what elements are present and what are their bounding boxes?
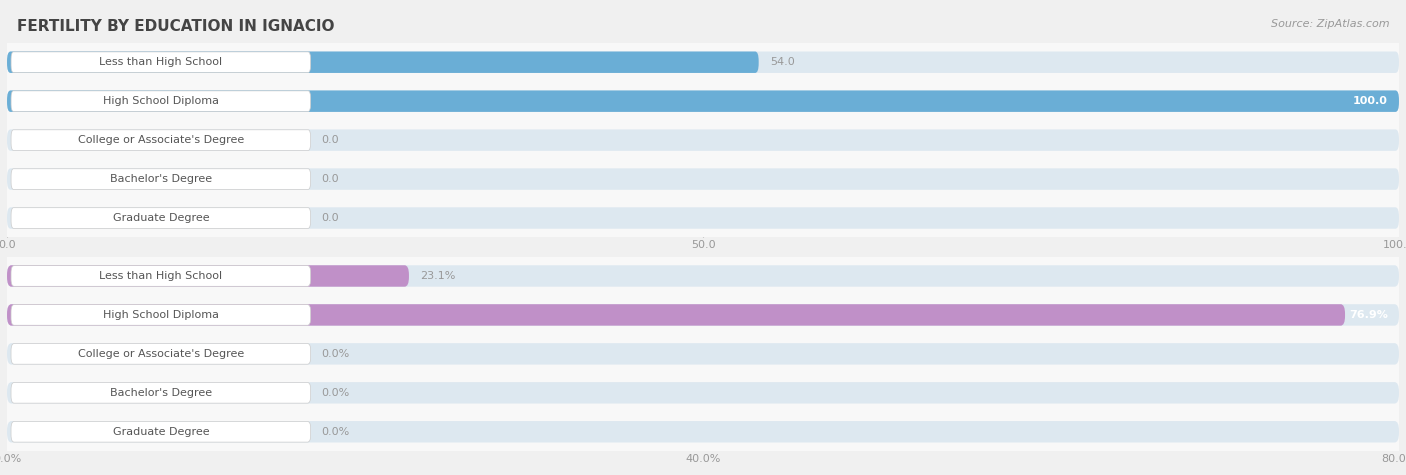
FancyBboxPatch shape [11,421,311,442]
Text: Bachelor's Degree: Bachelor's Degree [110,174,212,184]
FancyBboxPatch shape [7,304,1346,326]
FancyBboxPatch shape [7,304,1399,326]
FancyBboxPatch shape [7,90,1399,112]
FancyBboxPatch shape [11,266,311,286]
FancyBboxPatch shape [7,129,1399,151]
Text: College or Associate's Degree: College or Associate's Degree [77,135,245,145]
Text: 0.0%: 0.0% [322,388,350,398]
Text: Less than High School: Less than High School [100,57,222,67]
Text: Graduate Degree: Graduate Degree [112,427,209,437]
FancyBboxPatch shape [7,265,409,287]
FancyBboxPatch shape [7,373,1399,412]
FancyBboxPatch shape [7,43,1399,82]
Text: 0.0%: 0.0% [322,427,350,437]
Text: Graduate Degree: Graduate Degree [112,213,209,223]
FancyBboxPatch shape [11,169,311,190]
FancyBboxPatch shape [7,265,1399,287]
Text: Source: ZipAtlas.com: Source: ZipAtlas.com [1271,19,1389,29]
FancyBboxPatch shape [7,207,1399,229]
FancyBboxPatch shape [7,334,1399,373]
FancyBboxPatch shape [11,304,311,325]
FancyBboxPatch shape [7,412,1399,451]
FancyBboxPatch shape [7,421,1399,443]
FancyBboxPatch shape [11,382,311,403]
FancyBboxPatch shape [7,121,1399,160]
Text: College or Associate's Degree: College or Associate's Degree [77,349,245,359]
FancyBboxPatch shape [11,52,311,73]
FancyBboxPatch shape [7,295,1399,334]
Text: FERTILITY BY EDUCATION IN IGNACIO: FERTILITY BY EDUCATION IN IGNACIO [17,19,335,34]
Text: 54.0: 54.0 [770,57,794,67]
Text: 100.0: 100.0 [1353,96,1388,106]
FancyBboxPatch shape [11,343,311,364]
FancyBboxPatch shape [7,256,1399,295]
Text: 0.0: 0.0 [322,135,339,145]
FancyBboxPatch shape [7,51,1399,73]
FancyBboxPatch shape [7,168,1399,190]
FancyBboxPatch shape [7,343,1399,365]
Text: Less than High School: Less than High School [100,271,222,281]
Text: 23.1%: 23.1% [420,271,456,281]
Text: 0.0%: 0.0% [322,349,350,359]
FancyBboxPatch shape [7,51,759,73]
Text: 0.0: 0.0 [322,174,339,184]
FancyBboxPatch shape [7,382,1399,404]
FancyBboxPatch shape [11,208,311,228]
FancyBboxPatch shape [7,90,1399,112]
Text: High School Diploma: High School Diploma [103,96,219,106]
FancyBboxPatch shape [11,91,311,112]
FancyBboxPatch shape [7,82,1399,121]
FancyBboxPatch shape [7,160,1399,199]
Text: Bachelor's Degree: Bachelor's Degree [110,388,212,398]
Text: 76.9%: 76.9% [1348,310,1388,320]
Text: High School Diploma: High School Diploma [103,310,219,320]
FancyBboxPatch shape [7,199,1399,238]
FancyBboxPatch shape [11,130,311,151]
Text: 0.0: 0.0 [322,213,339,223]
